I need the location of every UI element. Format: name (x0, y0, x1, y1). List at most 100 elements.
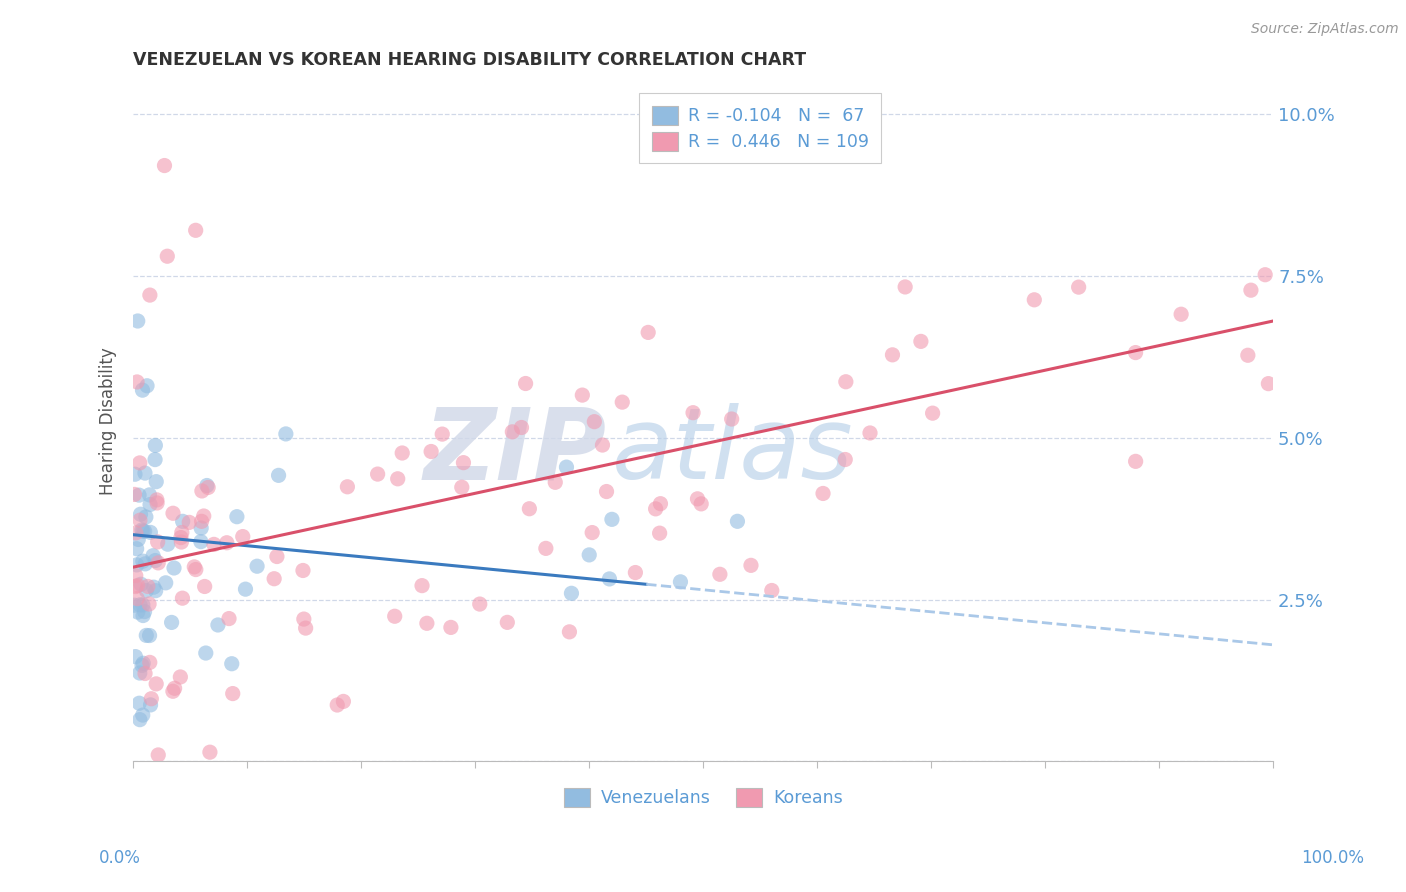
Point (387, 472, 409, 486)
Point (292, 612, 315, 626)
Point (160, 615, 183, 630)
Text: Source: ZipAtlas.com: Source: ZipAtlas.com (1251, 22, 1399, 37)
Point (332, 694, 354, 708)
Point (190, 534, 212, 549)
Point (583, 415, 606, 429)
Point (132, 708, 155, 723)
Point (128, 713, 150, 727)
Point (184, 223, 207, 237)
Point (139, 656, 162, 670)
Point (682, 406, 704, 420)
Point (127, 314, 149, 328)
Point (136, 579, 159, 593)
Point (910, 334, 932, 349)
Point (440, 620, 463, 634)
Point (170, 535, 193, 549)
Point (138, 488, 160, 502)
Point (1170, 307, 1192, 321)
Point (291, 564, 314, 578)
Text: ZIP: ZIP (423, 403, 606, 500)
Point (197, 480, 219, 494)
Point (215, 535, 238, 549)
Point (510, 420, 533, 434)
Point (131, 523, 153, 537)
Point (190, 521, 212, 535)
Point (127, 591, 149, 606)
Point (235, 582, 257, 596)
Point (170, 531, 193, 545)
Point (612, 395, 634, 409)
Point (142, 549, 165, 563)
Point (135, 628, 157, 642)
Point (194, 579, 217, 593)
Point (600, 512, 623, 526)
Point (882, 348, 904, 362)
Point (648, 526, 671, 541)
Point (134, 605, 156, 619)
Legend: Venezuelans, Koreans: Venezuelans, Koreans (557, 780, 849, 814)
Point (134, 666, 156, 681)
Point (139, 525, 162, 540)
Point (834, 452, 856, 467)
Point (221, 657, 243, 671)
Y-axis label: Hearing Disability: Hearing Disability (100, 348, 117, 495)
Point (143, 452, 166, 467)
Point (145, 475, 167, 489)
Text: 100.0%: 100.0% (1301, 849, 1364, 867)
Point (294, 621, 316, 635)
Point (326, 698, 349, 712)
Point (515, 376, 537, 391)
Point (131, 658, 153, 673)
Point (172, 591, 194, 606)
Point (125, 558, 148, 572)
Point (453, 456, 475, 470)
Point (811, 486, 834, 500)
Point (139, 288, 162, 302)
Text: atlas: atlas (612, 403, 853, 500)
Point (501, 425, 523, 439)
Point (1067, 280, 1090, 294)
Point (129, 598, 152, 612)
Point (135, 510, 157, 524)
Point (170, 525, 193, 540)
Point (740, 558, 762, 573)
Point (190, 514, 212, 528)
Point (534, 541, 557, 556)
Point (124, 649, 146, 664)
Point (690, 497, 713, 511)
Point (146, 496, 169, 510)
Point (193, 508, 215, 523)
Point (132, 598, 155, 612)
Point (367, 467, 389, 481)
Point (141, 691, 163, 706)
Point (172, 514, 194, 528)
Point (218, 611, 240, 625)
Point (669, 574, 692, 589)
Point (571, 388, 593, 402)
Point (544, 475, 567, 490)
Point (134, 524, 156, 539)
Point (148, 556, 170, 570)
Point (263, 572, 285, 586)
Point (1237, 348, 1260, 362)
Point (1024, 293, 1046, 307)
Point (143, 553, 166, 567)
Point (127, 605, 149, 619)
Point (142, 580, 165, 594)
Point (191, 483, 214, 498)
Point (274, 426, 297, 441)
Point (145, 438, 167, 452)
Point (194, 646, 217, 660)
Point (267, 468, 290, 483)
Point (179, 516, 201, 530)
Point (124, 598, 146, 612)
Point (128, 696, 150, 710)
Point (128, 456, 150, 470)
Point (761, 583, 783, 598)
Point (432, 427, 454, 442)
Point (125, 541, 148, 556)
Point (129, 507, 152, 521)
Point (153, 159, 176, 173)
Point (129, 513, 152, 527)
Point (581, 525, 603, 540)
